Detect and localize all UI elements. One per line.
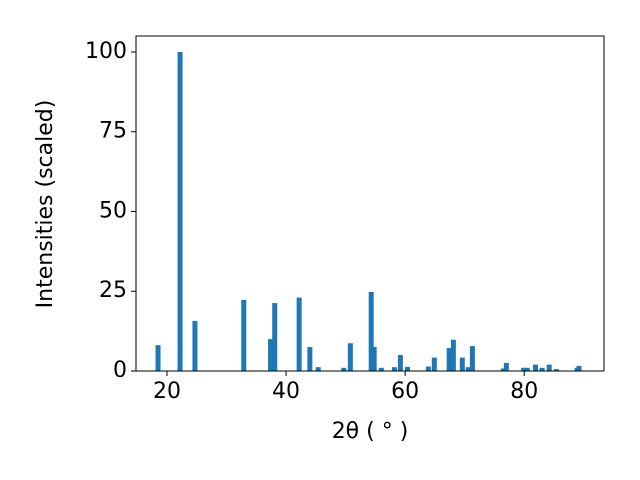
bar bbox=[576, 365, 582, 371]
x-tick-label: 40 bbox=[272, 379, 300, 404]
bar bbox=[341, 367, 347, 371]
x-axis-label: 2θ ( ° ) bbox=[332, 419, 409, 444]
bar bbox=[296, 297, 302, 371]
x-tick-label: 20 bbox=[153, 379, 181, 404]
y-tick-label: 50 bbox=[99, 198, 127, 223]
bar bbox=[272, 303, 278, 371]
bar bbox=[425, 366, 431, 371]
bar bbox=[177, 51, 183, 371]
y-tick-label: 25 bbox=[99, 278, 127, 303]
bar bbox=[446, 348, 452, 371]
bar bbox=[521, 367, 527, 371]
bar bbox=[539, 367, 545, 371]
bar bbox=[524, 367, 530, 371]
bar bbox=[391, 367, 397, 371]
bar bbox=[155, 345, 161, 371]
bar bbox=[397, 355, 403, 371]
bar bbox=[347, 343, 353, 371]
y-tick-label: 100 bbox=[85, 39, 127, 64]
bar bbox=[368, 291, 374, 371]
bar bbox=[503, 363, 509, 371]
bar bbox=[241, 299, 247, 371]
bar bbox=[378, 367, 384, 371]
bar bbox=[268, 339, 274, 371]
bar bbox=[459, 357, 465, 371]
bar bbox=[546, 364, 552, 371]
bar bbox=[431, 357, 437, 371]
bar bbox=[465, 367, 471, 371]
y-axis-label: Intensities (scaled) bbox=[33, 100, 58, 309]
x-tick-label: 60 bbox=[391, 379, 419, 404]
bar bbox=[192, 320, 198, 371]
y-tick-label: 75 bbox=[99, 119, 127, 144]
bar bbox=[469, 346, 475, 371]
plot-frame bbox=[135, 35, 605, 372]
bar bbox=[500, 368, 506, 371]
x-tick-label: 80 bbox=[510, 379, 538, 404]
bar bbox=[405, 366, 411, 371]
bar bbox=[307, 347, 313, 371]
bar bbox=[533, 364, 539, 371]
bar bbox=[315, 367, 321, 371]
bar bbox=[450, 339, 456, 371]
bar bbox=[371, 347, 377, 371]
bar bbox=[553, 369, 559, 371]
y-tick-label: 0 bbox=[113, 358, 127, 383]
